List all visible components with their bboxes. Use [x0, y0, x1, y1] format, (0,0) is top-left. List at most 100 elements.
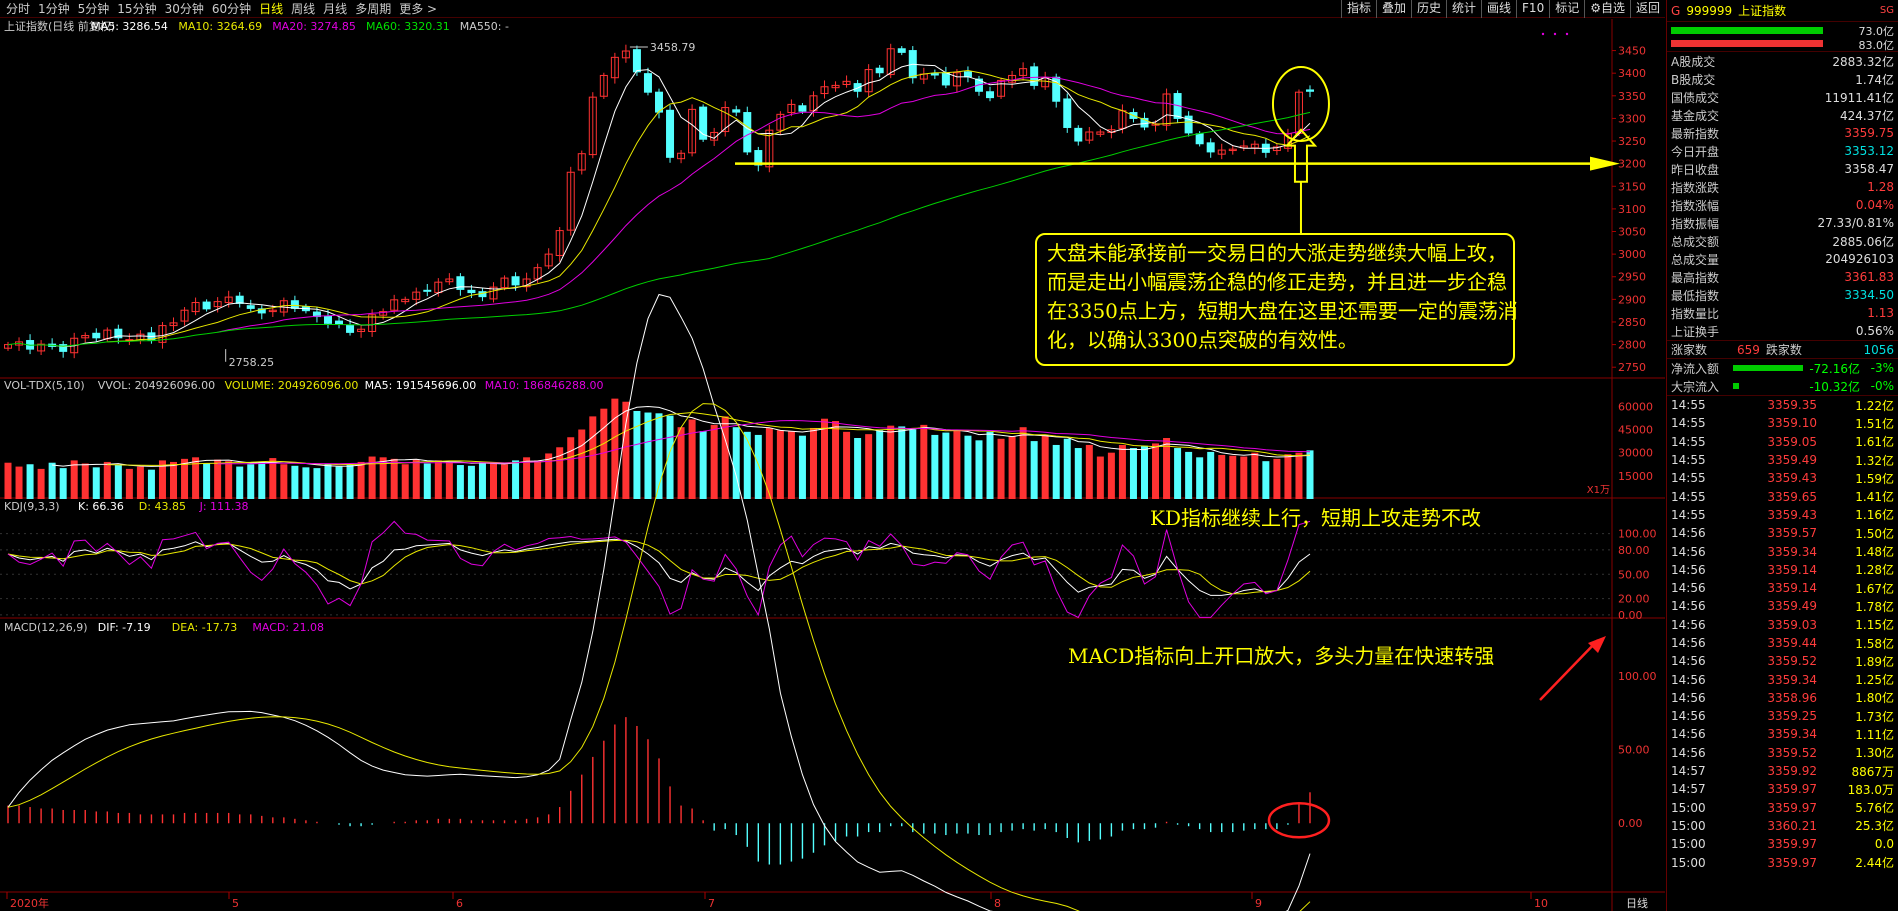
vol-ma5-line — [52, 405, 1311, 467]
tick-price: 3359.34 — [1767, 727, 1817, 742]
period-tab[interactable]: 15分钟 — [117, 2, 157, 16]
tick-amount: 1.48亿 — [1855, 545, 1894, 560]
period-tab[interactable]: 60分钟 — [211, 2, 252, 16]
flow-value: -10.32亿 — [1809, 379, 1860, 394]
stat-value: 424.37亿 — [1840, 108, 1894, 123]
volume-legend: VOLUME: 204926096.00 — [225, 379, 359, 392]
candle-body — [655, 91, 663, 113]
stat-label: 总成交量 — [1671, 252, 1720, 267]
tool-button[interactable]: ⚙自选 — [1584, 0, 1630, 18]
period-tab[interactable]: 月线 — [323, 2, 348, 16]
candle-body — [787, 103, 796, 114]
low-label: 2758.25 — [229, 356, 275, 369]
price-tick-label: 2900 — [1618, 293, 1646, 306]
support-arrow — [1590, 156, 1620, 171]
tool-button[interactable]: 标记 — [1549, 0, 1584, 18]
kdj-legend: J: 111.38 — [199, 500, 249, 513]
stat-value: 1.28 — [1867, 180, 1894, 194]
volume-bar — [556, 447, 564, 499]
volume-bar — [787, 431, 795, 499]
index-name: 上证指数 — [1738, 4, 1787, 18]
volume-bar — [997, 438, 1005, 499]
macd-legend: MACD: 21.08 — [252, 621, 324, 634]
macd-commentary: MACD指标向上开口放大，多头力量在快速转强 — [1068, 644, 1495, 668]
candle-body — [677, 152, 686, 160]
tool-button[interactable]: F10 — [1516, 0, 1549, 18]
price-tick-label: 3350 — [1618, 90, 1646, 103]
tick-row: 14:55 3359.65 1.41亿 — [1667, 487, 1898, 505]
macd-highlight-ellipse — [1267, 802, 1331, 839]
volume-bar — [467, 465, 475, 499]
tick-time: 15:00 — [1671, 855, 1706, 870]
tick-time: 14:55 — [1671, 453, 1706, 468]
volume-tick-label: 30000 — [1618, 447, 1653, 460]
macd-tick-label: 50.00 — [1618, 744, 1650, 757]
tick-price: 3359.49 — [1767, 599, 1817, 614]
tool-button[interactable]: 返回 — [1629, 0, 1665, 18]
stat-label: 上证换手 — [1671, 324, 1720, 339]
flow-bar — [1733, 383, 1739, 389]
tick-time: 14:56 — [1671, 727, 1706, 742]
volume-bar — [81, 463, 89, 499]
tick-amount: 1.73亿 — [1855, 709, 1894, 724]
tick-price: 3359.35 — [1767, 398, 1817, 413]
period-tab[interactable]: 日线 — [259, 2, 284, 16]
tick-amount: 1.80亿 — [1855, 691, 1894, 706]
volume-bar — [92, 467, 100, 499]
tool-button[interactable]: 历史 — [1410, 0, 1446, 18]
period-tab[interactable]: 更多 > — [399, 2, 438, 16]
volume-bar — [103, 461, 111, 499]
volume-bar — [809, 427, 817, 499]
volume-bar — [1229, 455, 1237, 499]
volume-bar — [798, 435, 806, 499]
volume-bar — [203, 463, 211, 499]
period-tab[interactable]: 5分钟 — [77, 2, 110, 16]
tick-time: 14:56 — [1671, 581, 1706, 596]
tool-button[interactable]: 画线 — [1481, 0, 1516, 18]
stat-label: 最新指数 — [1671, 126, 1720, 141]
period-tab[interactable]: 周线 — [291, 2, 316, 16]
volume-bar — [644, 412, 652, 499]
volume-bar — [832, 421, 840, 499]
tick-row: 14:57 3359.97 183.0万 — [1667, 780, 1898, 798]
kdj-tick-label: 20.00 — [1618, 593, 1650, 606]
tick-price: 3359.14 — [1767, 581, 1817, 596]
period-tab[interactable]: 分时 — [6, 2, 31, 16]
period-tabs: 分时 1分钟 5分钟 15分钟 30分钟 60分钟 日线 周线 月线 多周期 更多 > — [0, 0, 441, 17]
candle-body — [688, 108, 697, 154]
volume-bar — [335, 466, 343, 499]
tick-row: 14:56 3359.52 1.30亿 — [1667, 744, 1898, 762]
kline-chart[interactable]: 2750 2800 2850 2900 2950 3000 3050 3100 3150 3200… — [0, 19, 1665, 911]
tick-amount: 1.59亿 — [1855, 471, 1894, 486]
volume-bar — [1185, 451, 1193, 499]
dec-value: 1056 — [1863, 342, 1894, 357]
adv-label: 涨家数 — [1671, 343, 1708, 357]
candle-body — [467, 289, 476, 294]
sell-bar — [1671, 40, 1823, 47]
tick-price: 3359.97 — [1767, 837, 1817, 852]
stat-label: 指数涨跌 — [1671, 180, 1720, 195]
volume-bar — [214, 459, 222, 499]
candle-body — [853, 83, 862, 92]
tool-button[interactable]: 统计 — [1446, 0, 1481, 18]
period-tab[interactable]: 30分钟 — [164, 2, 204, 16]
price-legend: MA5: 3286.54 — [91, 20, 168, 33]
tool-button[interactable]: 指标 — [1340, 0, 1376, 18]
candle-body — [710, 131, 719, 141]
stat-row: 最高指数 3361.83 — [1667, 268, 1898, 286]
index-stats: A股成交 2883.32亿 B股成交 1.74亿 国债成交 11911.41亿 基金成交 42… — [1667, 52, 1898, 341]
candle-body — [456, 276, 465, 290]
volume-bar — [136, 466, 144, 499]
tool-button[interactable]: 叠加 — [1375, 0, 1411, 18]
highlight-ellipse — [1271, 65, 1330, 142]
flow-bar — [1733, 365, 1803, 371]
period-tab[interactable]: 多周期 — [355, 2, 392, 16]
candle-body — [423, 289, 432, 292]
volume-bar — [346, 465, 354, 499]
tick-list[interactable]: 14:55 3359.35 1.22亿 14:55 3359.10 1.51亿 14:55 3… — [1667, 396, 1898, 872]
flow-value: -72.16亿 — [1809, 361, 1860, 376]
tick-price: 3359.97 — [1767, 855, 1817, 870]
commentary-line: 而是走出小幅震荡企稳的修正走势，并且进一步企稳 — [1047, 270, 1507, 294]
candle-body — [114, 328, 123, 339]
period-tab[interactable]: 1分钟 — [38, 2, 70, 16]
